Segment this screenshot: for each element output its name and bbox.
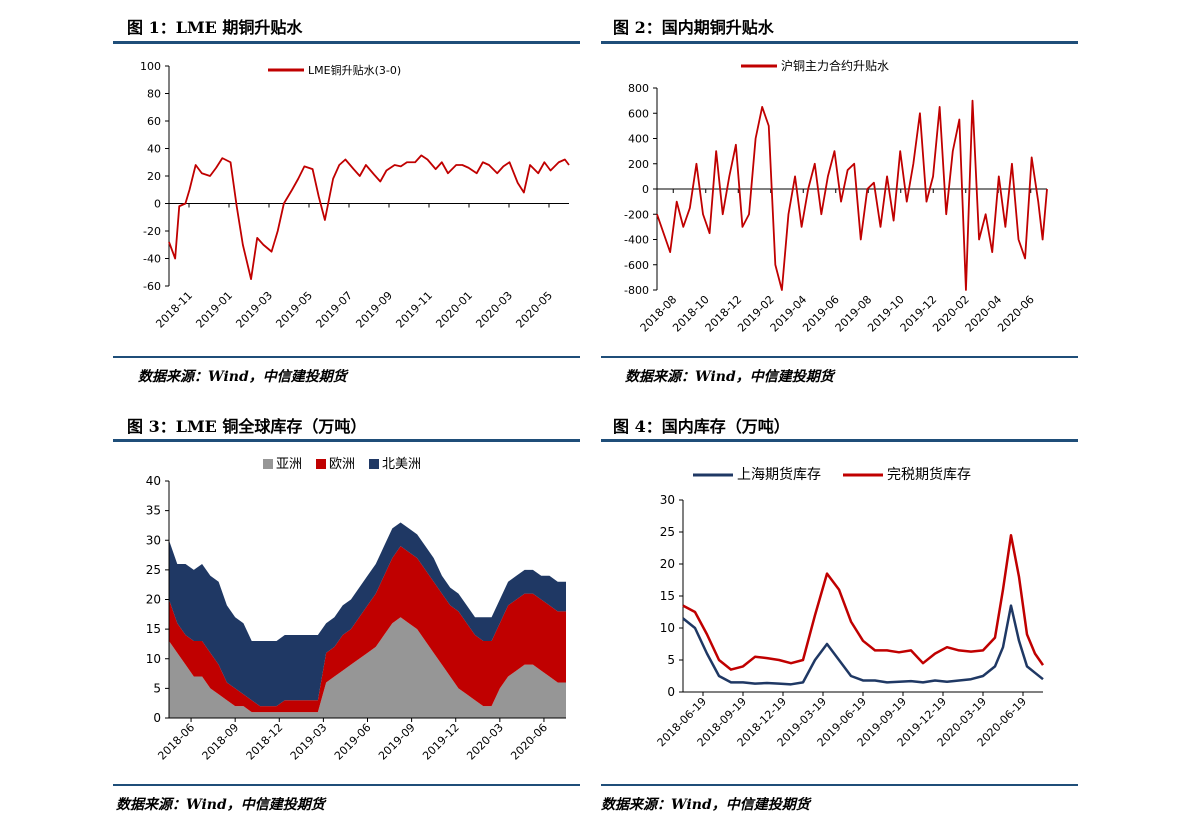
domestic-inventory-chart: 0510152025302018-06-192018-09-192018-12-… xyxy=(655,466,1045,749)
y-tick-label: 40 xyxy=(147,143,161,156)
y-tick-label: 30 xyxy=(660,493,675,507)
y-tick-label: 60 xyxy=(147,115,161,128)
fig2-source: 数据来源：Wind，中信建投期货 xyxy=(625,369,834,385)
y-tick-label: 200 xyxy=(628,158,649,171)
fig2-top-rule xyxy=(601,41,1078,44)
legend-swatch-2 xyxy=(316,459,326,469)
legend-label-1: 沪铜主力合约升贴水 xyxy=(781,58,889,73)
x-tick-label: 2018-12 xyxy=(244,721,286,763)
series-line-1 xyxy=(682,604,1044,686)
y-tick-label: -20 xyxy=(143,225,161,238)
y-tick-label: 400 xyxy=(628,133,649,146)
series-line-2 xyxy=(682,533,1045,671)
fig2-title: 图 2：国内期铜升贴水 xyxy=(613,18,774,37)
fig4-source: 数据来源：Wind，中信建投期货 xyxy=(601,797,810,813)
legend-label-1: 亚洲 xyxy=(276,457,302,472)
legend-swatch-1 xyxy=(263,459,273,469)
fig1-top-rule xyxy=(113,41,580,44)
y-tick-label: 20 xyxy=(146,593,161,607)
x-tick-label: 2019-09 xyxy=(353,289,395,331)
y-tick-label: 0 xyxy=(642,183,649,196)
y-tick-label: 100 xyxy=(140,60,161,73)
y-tick-label: 25 xyxy=(660,525,675,539)
y-tick-label: 600 xyxy=(628,107,649,120)
x-tick-label: 2020-05 xyxy=(513,289,555,331)
x-tick-label: 2020-03 xyxy=(464,721,506,763)
y-tick-label: 15 xyxy=(146,622,161,636)
x-tick-label: 2019-03 xyxy=(233,289,275,331)
series-line-1 xyxy=(656,99,1048,291)
x-tick-label: 2019-05 xyxy=(273,289,315,331)
x-tick-label: 2019-06 xyxy=(332,721,374,763)
fig3-top-rule xyxy=(113,439,580,442)
y-tick-label: 80 xyxy=(147,88,161,101)
fig3-bottom-rule xyxy=(113,784,580,786)
x-tick-label: 2018-06 xyxy=(155,721,197,763)
fig4-title: 图 4：国内库存（万吨） xyxy=(613,417,790,436)
y-tick-label: -400 xyxy=(624,234,649,247)
x-tick-label: 2019-07 xyxy=(313,289,355,331)
legend-swatch-3 xyxy=(369,459,379,469)
y-tick-label: 30 xyxy=(146,533,161,547)
y-tick-label: 0 xyxy=(667,685,675,699)
legend-label-2: 完税期货库存 xyxy=(887,466,971,483)
fig2-bottom-rule xyxy=(601,356,1078,358)
y-tick-label: 10 xyxy=(146,652,161,666)
x-tick-label: 2019-03 xyxy=(288,721,330,763)
x-tick-label: 2019-11 xyxy=(393,289,435,331)
y-tick-label: 0 xyxy=(154,198,161,211)
fig1-bottom-rule xyxy=(113,356,580,358)
y-tick-label: -40 xyxy=(143,253,161,266)
y-tick-label: 10 xyxy=(660,621,675,635)
y-tick-label: 800 xyxy=(628,82,649,95)
legend-label-2: 欧洲 xyxy=(329,457,355,472)
fig1-source: 数据来源：Wind，中信建投期货 xyxy=(138,369,347,385)
fig4-top-rule xyxy=(601,439,1078,442)
fig1-title: 图 1：LME 期铜升贴水 xyxy=(127,18,303,37)
x-tick-label: 2019-12 xyxy=(420,721,462,763)
y-tick-label: -600 xyxy=(624,259,649,272)
x-tick-label: 2020-01 xyxy=(433,289,475,331)
y-tick-label: 25 xyxy=(146,563,161,577)
series-area-3 xyxy=(169,522,566,707)
y-tick-label: 5 xyxy=(667,653,675,667)
x-tick-label: 2019-09 xyxy=(376,721,418,763)
y-tick-label: 5 xyxy=(153,681,161,695)
series-area-1 xyxy=(169,617,566,718)
x-tick-label: 2020-06 xyxy=(508,721,550,763)
series-area-2 xyxy=(169,546,566,713)
x-tick-label: 2018-11 xyxy=(153,289,195,331)
legend-label-1: 上海期货库存 xyxy=(737,466,821,483)
y-tick-label: 40 xyxy=(146,474,161,488)
x-tick-label: 2020-03 xyxy=(473,289,515,331)
fig4-bottom-rule xyxy=(601,784,1078,786)
y-tick-label: -200 xyxy=(624,208,649,221)
y-tick-label: 20 xyxy=(660,557,675,571)
fig3-title: 图 3：LME 铜全球库存（万吨） xyxy=(127,417,367,436)
y-tick-label: 0 xyxy=(153,711,161,725)
legend-label-1: LME铜升贴水(3-0) xyxy=(308,63,401,77)
domestic-spread-chart: -800-600-400-20002004006008002018-082018… xyxy=(624,58,1048,335)
fig3-source: 数据来源：Wind，中信建投期货 xyxy=(116,797,325,813)
y-tick-label: -800 xyxy=(624,284,649,297)
y-tick-label: 15 xyxy=(660,589,675,603)
x-tick-label: 2019-01 xyxy=(193,289,235,331)
y-tick-label: 20 xyxy=(147,170,161,183)
y-tick-label: 35 xyxy=(146,504,161,518)
x-tick-label: 2018-09 xyxy=(200,721,242,763)
y-tick-label: -60 xyxy=(143,280,161,293)
series-line-1 xyxy=(168,154,570,281)
legend-label-3: 北美洲 xyxy=(382,457,421,472)
lme-spread-chart: -60-40-200204060801002018-112019-012019-… xyxy=(140,60,570,331)
